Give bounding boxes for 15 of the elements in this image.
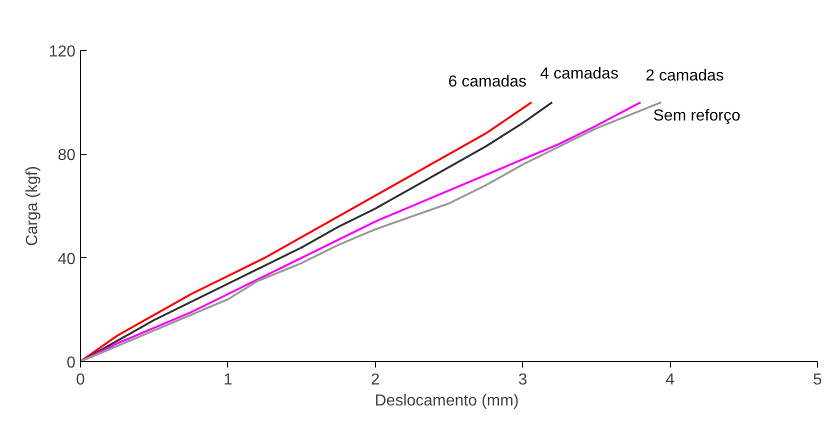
series-label: Sem reforço (653, 107, 740, 124)
x-tick-label: 3 (518, 372, 528, 388)
y-tick-label: 0 (66, 354, 76, 372)
y-tick-label: 40 (58, 250, 76, 268)
x-tick-label: 1 (223, 372, 232, 388)
x-tick-label: 5 (813, 372, 822, 388)
series-label: 2 camadas (646, 67, 724, 84)
y-axis-title: Carga (kgf) (24, 166, 41, 246)
series-label: 4 camadas (540, 65, 618, 82)
y-tick-label: 120 (48, 44, 76, 60)
x-tick-label: 2 (370, 372, 380, 388)
x-axis-title: Deslocamento (mm) (374, 392, 519, 410)
x-tick-label: 4 (666, 372, 675, 388)
series-label: 6 camadas (448, 73, 527, 90)
y-tick-label: 80 (58, 147, 76, 164)
